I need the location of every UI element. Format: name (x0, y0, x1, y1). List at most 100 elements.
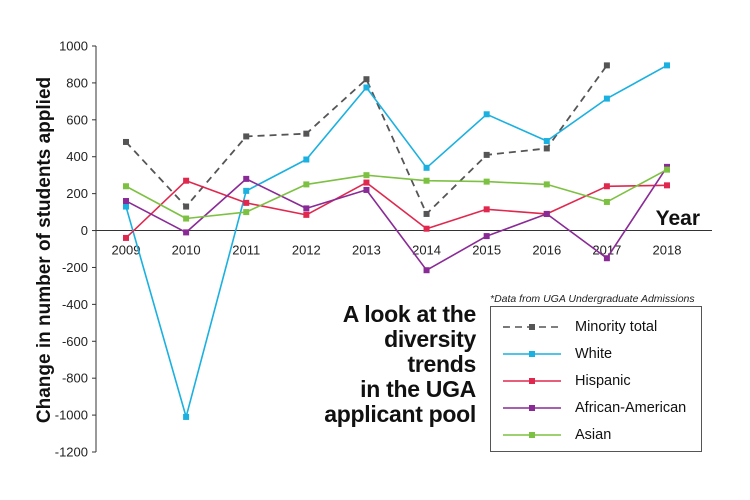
legend-label: White (575, 346, 613, 362)
data-point-hispanic (183, 177, 190, 184)
y-tick-label: 600 (66, 112, 88, 127)
data-point-asian (423, 177, 430, 184)
series-african-american (123, 163, 670, 274)
legend-item-minority-total: Minority total (501, 317, 657, 337)
legend-swatch (503, 432, 561, 438)
legend-item-hispanic: Hispanic (501, 371, 631, 391)
legend-label: Asian (575, 427, 612, 443)
data-point-white (363, 84, 370, 91)
data-point-african-american (543, 210, 550, 217)
legend-item-white: White (501, 344, 612, 364)
data-point-minority-total (483, 151, 490, 158)
series-hispanic (123, 177, 670, 241)
data-point-minority-total (423, 210, 430, 217)
series-asian (123, 166, 670, 222)
series-line-white (125, 64, 668, 418)
chart-title-line: A look at the (342, 301, 477, 327)
legend-swatch (503, 351, 561, 357)
data-point-minority-total (243, 133, 250, 140)
chart-title-line: applicant pool (324, 401, 476, 427)
data-point-african-american (603, 255, 610, 262)
data-point-hispanic (664, 182, 670, 189)
y-tick-label: -800 (62, 371, 88, 386)
data-point-hispanic (603, 183, 610, 190)
y-tick-label: -400 (62, 297, 88, 312)
y-tick-label: 400 (66, 149, 88, 164)
data-point-white (123, 203, 129, 210)
y-tick-label: -1000 (55, 408, 88, 423)
series-line-minority-total (125, 64, 608, 215)
data-point-african-american (423, 267, 430, 274)
x-tick-label: 2016 (532, 243, 561, 258)
data-point-african-american (363, 186, 370, 193)
legend-swatch (503, 324, 561, 330)
data-point-african-american (123, 198, 129, 205)
data-point-asian (664, 166, 670, 173)
legend-swatch (503, 405, 561, 411)
data-point-african-american (483, 233, 490, 240)
data-point-minority-total (183, 203, 190, 210)
data-point-asian (483, 178, 490, 185)
x-tick-label: 2011 (232, 243, 260, 258)
x-tick-label: 2014 (412, 243, 441, 258)
legend-swatch (503, 378, 561, 384)
series-line-african-american (125, 166, 668, 272)
data-point-asian (183, 215, 190, 222)
legend-label: Hispanic (575, 373, 631, 389)
data-point-african-american (303, 205, 310, 212)
y-tick-label: 0 (81, 223, 88, 238)
series-line-hispanic (125, 179, 668, 239)
data-point-white (183, 413, 190, 420)
data-point-hispanic (483, 206, 490, 213)
y-tick-label: 800 (66, 75, 88, 90)
source-note: *Data from UGA Undergraduate Admissions (490, 293, 695, 305)
chart-title: A look at the diversity trends in the UGA a… (318, 302, 476, 427)
legend-label: African-American (575, 400, 687, 416)
data-point-hispanic (243, 199, 250, 206)
x-tick-label: 2010 (172, 243, 201, 258)
series-layer (123, 62, 670, 420)
data-point-minority-total (303, 130, 310, 137)
data-point-asian (123, 183, 129, 190)
data-point-minority-total (603, 62, 610, 69)
x-axis-label: Year (656, 207, 700, 230)
x-tick-label: 2012 (292, 243, 321, 258)
x-tick-label: 2018 (653, 243, 682, 258)
data-point-white (664, 62, 670, 69)
data-point-white (543, 138, 550, 145)
y-tick-label: 1000 (59, 39, 88, 54)
x-tick-label: 2013 (352, 243, 381, 258)
data-point-african-american (183, 229, 190, 236)
data-point-asian (543, 181, 550, 188)
y-axis-label: Change in number of students applied (34, 77, 55, 423)
data-point-asian (363, 172, 370, 179)
y-tick-label: -600 (62, 334, 88, 349)
data-point-white (423, 164, 430, 171)
data-point-minority-total (363, 76, 370, 83)
legend: Minority total White Hispanic African-Ameri… (490, 306, 702, 452)
legend-label: Minority total (575, 319, 658, 335)
data-point-white (483, 111, 490, 118)
legend-item-african-american: African-American (501, 398, 686, 418)
data-point-hispanic (123, 234, 129, 241)
data-point-hispanic (303, 211, 310, 218)
data-point-minority-total (123, 138, 129, 145)
y-tick-label: -1200 (55, 445, 88, 460)
y-tick-label: 200 (66, 186, 88, 201)
x-tick-label: 2015 (472, 243, 501, 258)
legend-item-asian: Asian (501, 425, 611, 445)
chart-title-line: diversity trends (384, 326, 476, 377)
series-white (123, 62, 670, 420)
series-minority-total (123, 62, 610, 217)
data-point-asian (303, 181, 310, 188)
y-tick-label: -200 (62, 260, 88, 275)
data-point-white (303, 156, 310, 163)
data-point-hispanic (423, 225, 430, 232)
series-line-asian (125, 168, 668, 220)
data-point-african-american (243, 175, 250, 182)
data-point-asian (603, 198, 610, 205)
data-point-asian (243, 209, 250, 216)
data-point-white (243, 187, 250, 194)
data-point-hispanic (363, 179, 370, 186)
